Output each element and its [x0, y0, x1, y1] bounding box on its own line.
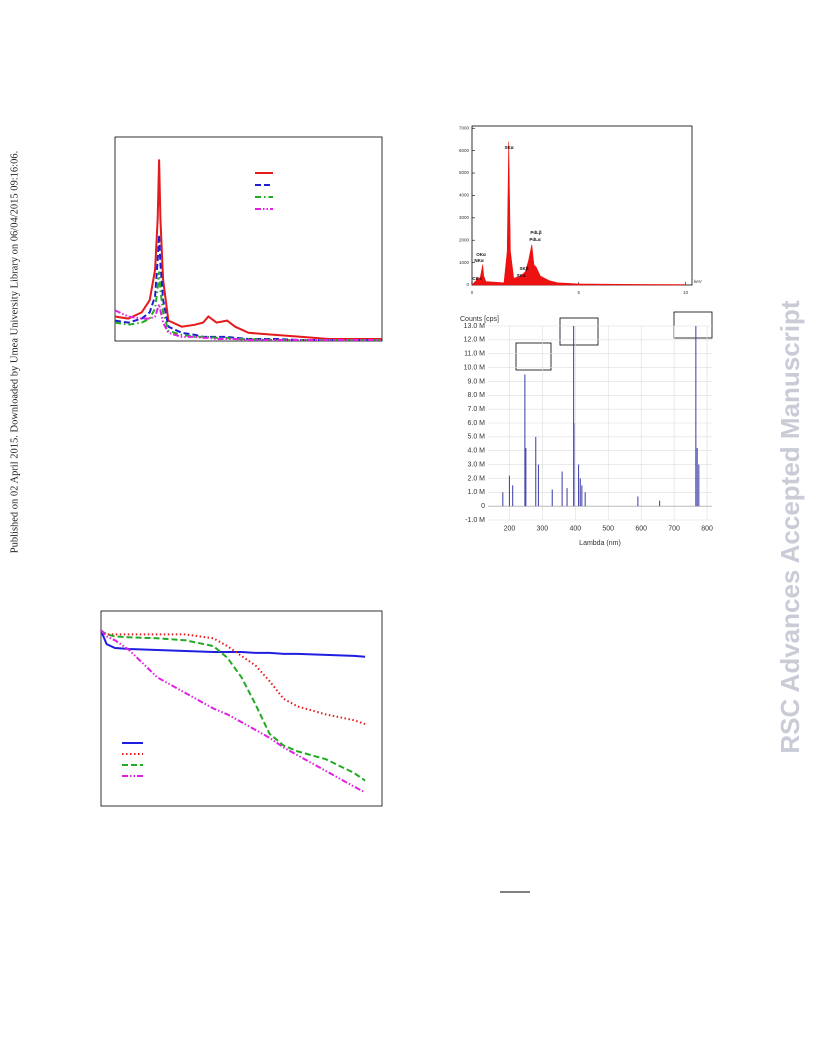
y-tick-label: 13.0 M [464, 323, 486, 330]
peak-label: SKα [516, 273, 525, 278]
spectrum-area [471, 141, 686, 286]
peak-label: CKα [472, 276, 481, 281]
chart: 0 1000 2000 3000 4000 5000 6000 7000 0 5 10 keV SKα P… [459, 125, 702, 295]
y-tick-label: 5.0 M [467, 434, 485, 441]
y-tick-label: 12.0 M [464, 337, 486, 344]
y-tick-label: 6000 [459, 148, 470, 153]
chart [100, 610, 383, 807]
series-line [114, 300, 382, 341]
x-tick-label: 0 [471, 290, 474, 295]
y-tick-label: 0 [466, 282, 469, 287]
y-tick-label: 4.0 M [467, 448, 485, 455]
y-axis-label: Counts [cps] [460, 316, 499, 323]
sidebar-text: Published on 02 April 2015. Downloaded b… [9, 151, 20, 553]
x-tick-label: 200 [504, 526, 516, 533]
x-tick-label: 700 [668, 526, 680, 533]
x-unit: keV [694, 279, 702, 284]
peak-label: SKα [504, 145, 513, 150]
series-line [114, 271, 382, 341]
y-tick-label: 3.0 M [467, 461, 485, 468]
peak-label: NKα [474, 258, 483, 263]
series-line [100, 630, 366, 658]
y-tick-label: 8.0 M [467, 392, 485, 399]
watermark: RSC Advances Accepted Manuscript [775, 300, 805, 754]
x-tick-label: 5 [578, 290, 581, 295]
x-tick-label: 500 [602, 526, 614, 533]
y-tick-label: 4000 [459, 193, 470, 198]
x-tick-label: 400 [569, 526, 581, 533]
y-tick-label: 5000 [459, 170, 470, 175]
y-tick-label: 2000 [459, 237, 470, 242]
y-tick-label: 6.0 M [467, 420, 485, 427]
y-tick-label: 3000 [459, 215, 470, 220]
chart [114, 136, 383, 342]
label-box [515, 342, 552, 371]
x-axis-label: Lambda (nm) [579, 540, 621, 547]
y-tick-label: 11.0 M [464, 351, 485, 358]
x-tick-label: 10 [683, 290, 689, 295]
peak-label: PdLα [529, 237, 540, 242]
series-line [100, 629, 366, 726]
x-tick-label: 300 [537, 526, 549, 533]
y-tick-label: -1.0 M [465, 517, 485, 524]
y-tick-label: 9.0 M [467, 378, 485, 385]
peak-label: PdLβ [530, 230, 541, 235]
y-tick-label: 2.0 M [467, 475, 485, 482]
peak-label: OKα [476, 252, 486, 257]
series-line [114, 234, 382, 341]
y-tick-label: 7.0 M [467, 406, 485, 413]
chart: -1.0 M 0 1.0 M 2.0 M 3.0 M 4.0 M 5.0 M 6.0 M 7.0… [460, 316, 713, 547]
x-tick-label: 800 [701, 526, 713, 533]
x-tick-label: 600 [635, 526, 647, 533]
series-line [114, 159, 382, 340]
peak-label: SKβ [520, 266, 529, 271]
y-tick-label: 1000 [459, 260, 470, 265]
series-line [100, 629, 366, 782]
plot-frame [100, 610, 383, 807]
y-tick-label: 0 [481, 503, 485, 510]
label-box [673, 311, 713, 339]
y-tick-label: 1.0 M [467, 489, 485, 496]
y-tick-label: 7000 [459, 125, 470, 130]
y-tick-label: 10.0 M [464, 364, 486, 371]
label-box [559, 317, 599, 346]
